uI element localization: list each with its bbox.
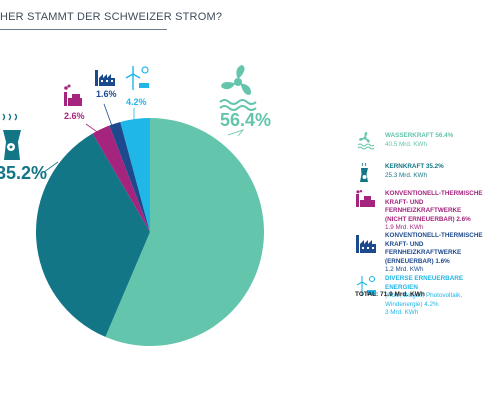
legend-title: DIVERSE ERNEUERBARE ENERGIEN <box>385 275 464 291</box>
slice-label-konv-erneuerbar: 1.6% <box>96 89 117 99</box>
leader-line-wasserkraft <box>227 129 245 137</box>
title-underline <box>0 29 167 30</box>
thermal-plant-icon <box>64 84 82 106</box>
pie-slice-wasserkraft <box>105 118 264 346</box>
legend-title: KONVENTIONELL-THERMISCHE KRAFT- UND FERN… <box>385 190 483 223</box>
legend-text: DIVERSE ERNEUERBARE ENERGIEN (Holz, Bioga… <box>385 275 495 318</box>
nuclear-plant-icon <box>2 113 21 160</box>
thermal-plant-icon <box>355 190 377 213</box>
leader-line-konv-nicht-erneuerbar <box>85 123 101 135</box>
slice-label-wasserkraft: 56.4% <box>220 110 272 130</box>
wind-solar-icon <box>125 66 149 90</box>
leader-line-kernkraft <box>43 161 59 173</box>
pie-slice-diverse <box>120 118 150 232</box>
legend-text: WASSERKRAFT 56.4% 40.5 Mrd. KWh <box>385 132 495 149</box>
hydro-icon <box>219 65 257 111</box>
pie-slices <box>35 118 264 346</box>
legend-title: WASSERKRAFT 56.4% <box>385 132 454 139</box>
slice-label-konv-nicht-erneuerbar: 2.6% <box>64 111 85 121</box>
legend-value: 40.5 Mrd. KWh <box>385 140 427 148</box>
chart-title: HER STAMMT DER SCHWEIZER STROM? <box>0 11 223 23</box>
legend-value: 1.9 Mrd. KWh <box>385 224 424 232</box>
legend-value: 1.2 Mrd. KWh <box>385 266 424 274</box>
wind-solar-icon <box>355 275 377 302</box>
total-label: TOTAL: 71.9 Mrd. KWh <box>355 291 425 298</box>
legend-text: KONVENTIONELL-THERMISCHE KRAFT- UND FERN… <box>385 190 495 233</box>
legend-value: 25.3 Mrd. KWh <box>385 171 427 179</box>
legend-text: KONVENTIONELL-THERMISCHE KRAFT- UND FERN… <box>385 232 495 275</box>
leader-lines <box>43 103 245 173</box>
pie-slice-kernkraft <box>35 133 151 337</box>
legend-title: KERNKRAFT 35.2% <box>385 163 444 170</box>
pie-slice-konv-erneuerbar <box>109 121 150 232</box>
legend-title: KONVENTIONELL-THERMISCHE KRAFT- UND FERN… <box>385 232 483 265</box>
factory-icon <box>355 232 377 259</box>
leader-line-konv-erneuerbar <box>103 103 113 127</box>
legend-text: KERNKRAFT 35.2% 25.3 Mrd. KWh <box>385 163 495 180</box>
slice-label-kernkraft: 35.2% <box>0 163 48 183</box>
nuclear-plant-icon <box>355 162 375 188</box>
factory-icon <box>95 70 115 86</box>
legend-value: (Holz, Biogas, Photovoltaik, Windenergie… <box>385 292 462 317</box>
hydro-icon <box>355 132 375 155</box>
pie-slice-konv-nicht-erneuerbar <box>92 125 150 232</box>
slice-label-diverse: 4.2% <box>126 97 147 107</box>
